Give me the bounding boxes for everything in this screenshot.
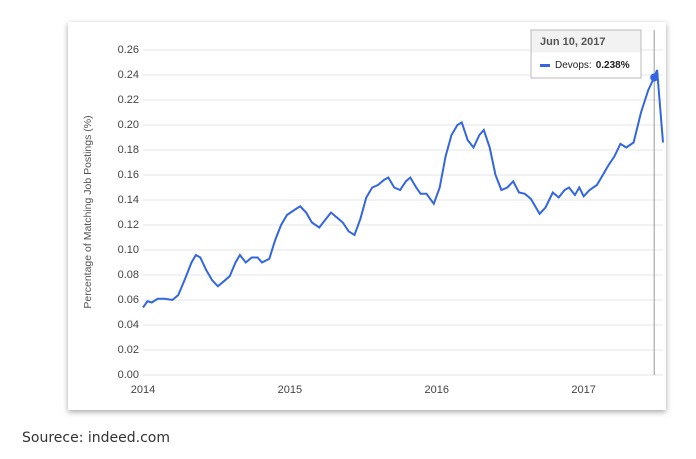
caption: Sourece: indeed.com — [22, 430, 170, 446]
tooltip-date: Jun 10, 2017 — [540, 36, 605, 48]
y-tick-label: 0.12 — [118, 219, 139, 231]
y-tick-label: 0.20 — [118, 119, 139, 131]
y-axis-label: Percentage of Matching Job Postings (%) — [82, 115, 94, 308]
x-tick-label: 2015 — [278, 384, 302, 396]
chart: Percentage of Matching Job Postings (%) … — [68, 22, 666, 410]
x-tick-label: 2017 — [571, 384, 595, 396]
tooltip-header — [531, 30, 641, 53]
y-tick-label: 0.02 — [118, 344, 139, 356]
chart-card — [68, 22, 666, 410]
y-tick-label: 0.24 — [118, 69, 139, 81]
tooltip-swatch — [540, 64, 550, 67]
tooltip-value: 0.238% — [596, 60, 630, 71]
x-tick-label: 2014 — [131, 384, 155, 396]
y-tick-label: 0.10 — [118, 244, 139, 256]
hover-point — [650, 73, 659, 82]
data-line — [142, 69, 664, 309]
y-tick-label: 0.08 — [118, 269, 139, 281]
y-tick-label: 0.04 — [118, 319, 139, 331]
tooltip-series: Devops: — [555, 60, 592, 71]
y-tick-label: 0.14 — [118, 194, 139, 206]
y-tick-label: 0.00 — [118, 369, 139, 381]
x-tick-label: 2016 — [425, 384, 449, 396]
y-tick-label: 0.16 — [118, 169, 139, 181]
y-tick-label: 0.18 — [118, 144, 139, 156]
y-tick-label: 0.26 — [118, 44, 139, 56]
y-tick-label: 0.22 — [118, 94, 139, 106]
y-tick-label: 0.06 — [118, 294, 139, 306]
